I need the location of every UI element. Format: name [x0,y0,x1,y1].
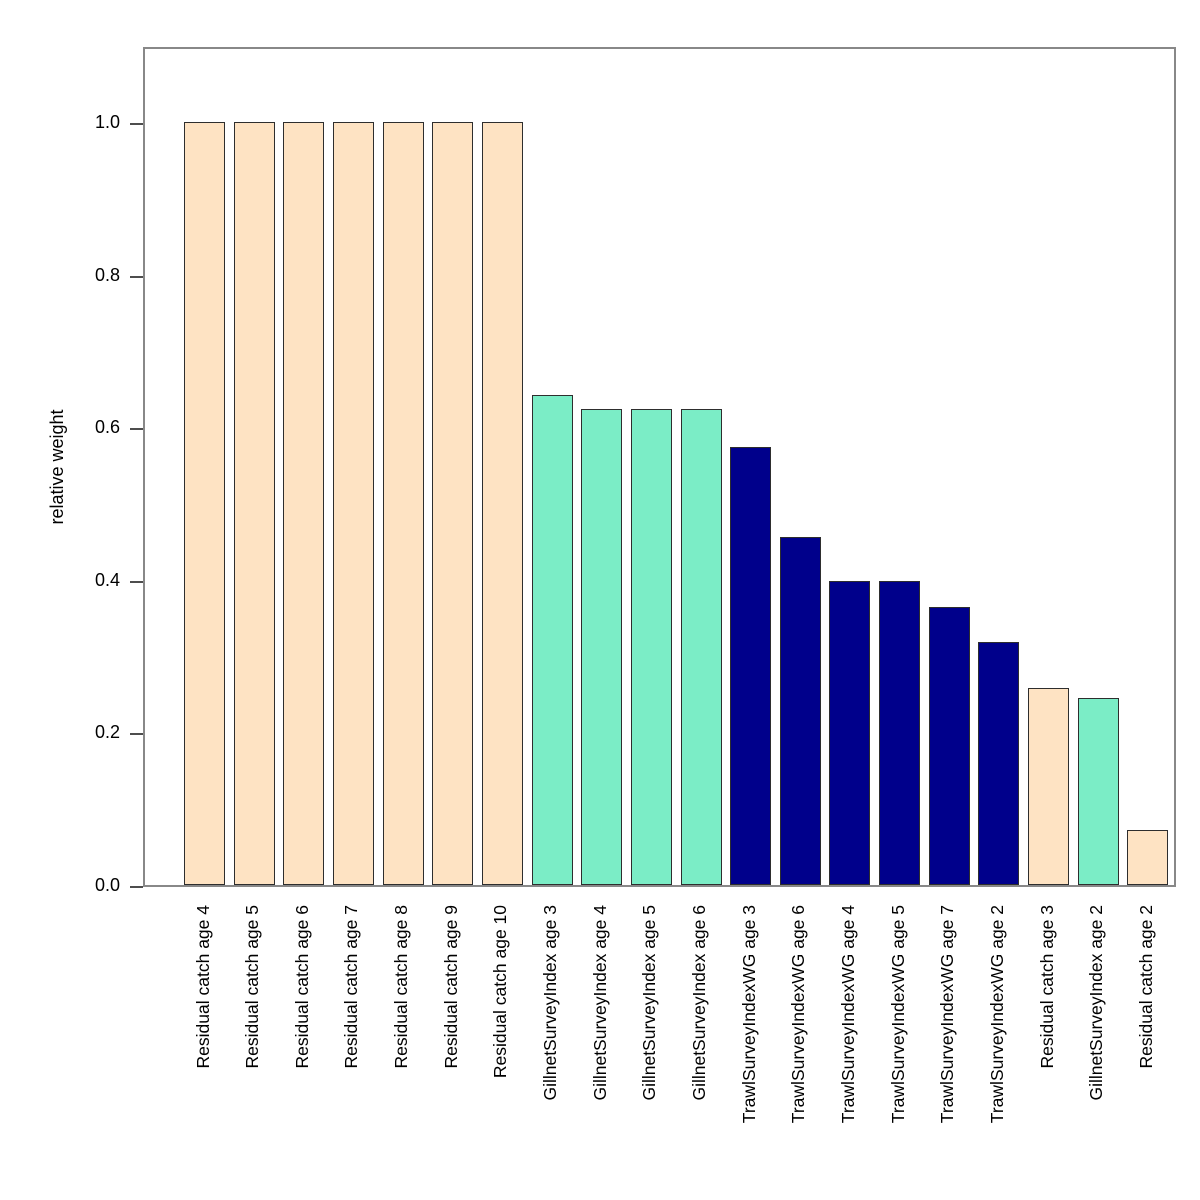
bar-gillnetsurveyindex-age-3 [531,395,573,885]
bar-trawlsurveyindexwg-age-7 [928,607,970,885]
x-tick-label-gillnetsurveyindex-age-4: GillnetSurveyIndex age 4 [589,905,610,1101]
y-tick-label-1.0: 1.0 [94,112,120,132]
x-tick-label-gillnetsurveyindex-age-5: GillnetSurveyIndex age 5 [639,905,660,1101]
bar-residual-catch-age-5 [233,122,275,885]
bar-residual-catch-age-7 [332,122,374,885]
y-tick-label-0.2: 0.2 [94,722,120,743]
bar-trawlsurveyindexwg-age-6 [779,537,821,885]
bar-gillnetsurveyindex-age-6 [680,409,722,885]
y-tick-mark-0.2 [130,733,143,736]
x-tick-label-trawlsurveyindexwg-age-2: TrawlSurveyIndexWG age 2 [986,905,1007,1124]
y-tick-mark-0.6 [130,428,143,431]
y-tick-label-0.4: 0.4 [94,569,120,590]
x-tick-label-residual-catch-age-3: Residual catch age 3 [1036,905,1057,1069]
bar-residual-catch-age-9 [432,122,474,885]
bar-residual-catch-age-8 [382,122,424,885]
x-tick-label-trawlsurveyindexwg-age-7: TrawlSurveyIndexWG age 7 [937,905,958,1124]
x-tick-label-residual-catch-age-6: Residual catch age 6 [291,905,312,1069]
x-tick-label-residual-catch-age-8: Residual catch age 8 [391,905,412,1069]
x-tick-label-residual-catch-age-2: Residual catch age 2 [1135,905,1156,1069]
x-tick-label-gillnetsurveyindex-age-3: GillnetSurveyIndex age 3 [540,905,561,1101]
y-tick-mark-0.8 [130,275,143,278]
bar-residual-catch-age-2 [1127,830,1169,885]
x-tick-label-residual-catch-age-10: Residual catch age 10 [490,905,511,1079]
x-tick-label-gillnetsurveyindex-age-2: GillnetSurveyIndex age 2 [1086,905,1107,1101]
bar-trawlsurveyindexwg-age-5 [879,581,921,885]
bar-trawlsurveyindexwg-age-2 [978,642,1020,885]
x-tick-label-trawlsurveyindexwg-age-4: TrawlSurveyIndexWG age 4 [837,905,858,1124]
bar-gillnetsurveyindex-age-2 [1077,698,1119,885]
x-tick-label-trawlsurveyindexwg-age-6: TrawlSurveyIndexWG age 6 [788,905,809,1124]
x-tick-label-gillnetsurveyindex-age-6: GillnetSurveyIndex age 6 [689,905,709,1101]
bar-residual-catch-age-6 [283,122,325,885]
plot-area [130,47,1176,888]
x-tick-label-residual-catch-age-4: Residual catch age 4 [192,905,213,1069]
bar-trawlsurveyindexwg-age-4 [829,581,871,885]
x-tick-label-trawlsurveyindexwg-age-3: TrawlSurveyIndexWG age 3 [738,905,759,1124]
x-tick-label-residual-catch-age-9: Residual catch age 9 [440,905,461,1069]
x-tick-label-residual-catch-age-7: Residual catch age 7 [341,905,362,1069]
y-tick-mark-1.0 [130,123,143,125]
y-axis-title: relative weight [47,409,67,525]
y-tick-label-0.6: 0.6 [94,417,120,438]
y-tick-mark-0.0 [130,886,143,888]
y-tick-mark-0.4 [130,580,143,583]
y-tick-label-0.0: 0.0 [94,875,120,895]
y-tick-label-0.8: 0.8 [94,264,120,285]
bar-gillnetsurveyindex-age-4 [581,409,623,885]
x-tick-label-trawlsurveyindexwg-age-5: TrawlSurveyIndexWG age 5 [887,905,908,1124]
x-tick-label-residual-catch-age-5: Residual catch age 5 [242,905,263,1069]
bar-residual-catch-age-10 [481,122,523,885]
bar-residual-catch-age-3 [1028,688,1070,885]
bar-gillnetsurveyindex-age-5 [630,409,672,885]
bar-residual-catch-age-4 [184,122,225,885]
bar-trawlsurveyindexwg-age-3 [730,447,772,885]
